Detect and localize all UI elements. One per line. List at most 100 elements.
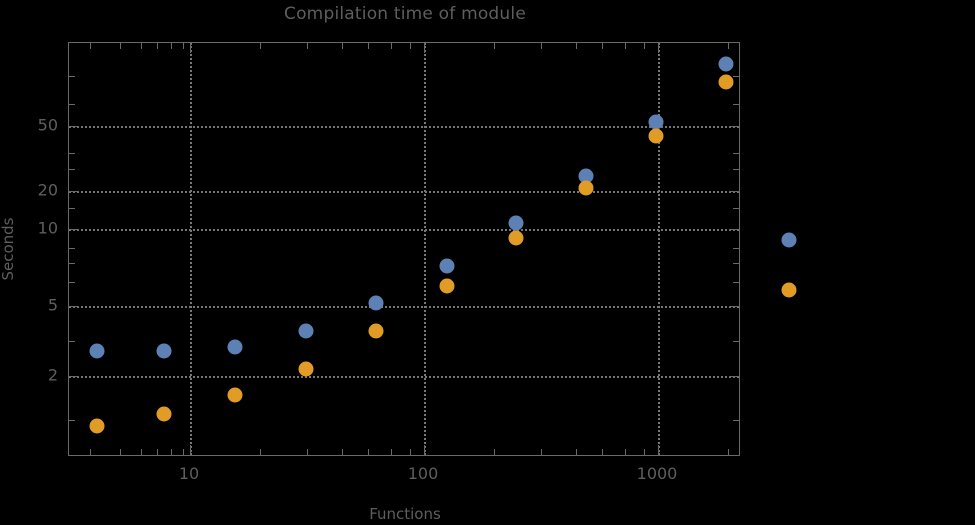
gridline-horizontal <box>69 191 739 193</box>
data-point <box>439 278 455 294</box>
y-axis-tick-minor <box>69 420 75 421</box>
x-axis-tick-top-minor <box>410 43 411 49</box>
plot-frame <box>68 42 740 456</box>
y-axis-tick-minor <box>69 263 75 264</box>
y-axis-tick-minor <box>69 153 75 154</box>
data-point <box>439 258 455 274</box>
y-axis-tick-major <box>69 191 79 192</box>
y-axis-tick-right-major <box>729 376 739 377</box>
x-axis-tick-minor <box>141 449 142 455</box>
x-axis-tick-top-minor <box>90 43 91 49</box>
x-axis-tick-minor <box>120 449 121 455</box>
y-axis-tick-right-minor <box>733 169 739 170</box>
data-point <box>368 323 384 339</box>
y-axis-tick-major <box>69 306 79 307</box>
x-axis-tick-top-major <box>658 43 659 53</box>
x-axis-tick-top-minor <box>391 43 392 49</box>
x-axis-tick-minor <box>625 449 626 455</box>
y-axis-tick-major <box>69 126 79 127</box>
data-point <box>298 323 314 339</box>
x-axis-tick-top-minor <box>644 43 645 49</box>
x-axis-tick-minor <box>494 449 495 455</box>
gridline-vertical <box>424 43 426 455</box>
data-point <box>578 180 594 196</box>
x-axis-tick-minor <box>410 449 411 455</box>
y-axis-tick-right-major <box>729 126 739 127</box>
x-axis-tick-top-major <box>190 43 191 53</box>
x-axis-tick-top-minor <box>342 43 343 49</box>
data-point <box>156 343 172 359</box>
y-axis-tick-major <box>69 229 79 230</box>
x-axis-tick-top-minor <box>141 43 142 49</box>
y-axis-tick-minor <box>69 104 75 105</box>
y-axis-tick-minor <box>69 248 75 249</box>
y-axis-tick-right-minor <box>733 153 739 154</box>
x-axis-tick-top-minor <box>260 43 261 49</box>
x-axis-tick-minor <box>342 449 343 455</box>
y-axis-tick-minor <box>69 341 75 342</box>
x-axis-tick-minor <box>307 449 308 455</box>
y-axis-tick-right-major <box>729 191 739 192</box>
y-axis-tick-right-minor <box>733 76 739 77</box>
y-axis-tick-minor <box>69 208 75 209</box>
x-axis-tick-top-minor <box>541 43 542 49</box>
x-axis-tick-top-minor <box>728 43 729 49</box>
x-axis-tick-major <box>190 445 191 455</box>
gridline-horizontal <box>69 306 739 308</box>
x-axis-tick-top-minor <box>120 43 121 49</box>
gridline-horizontal <box>69 126 739 128</box>
x-tick-label: 100 <box>407 464 439 483</box>
data-point <box>227 339 243 355</box>
y-tick-label: 50 <box>37 115 58 135</box>
x-axis-tick-minor <box>368 449 369 455</box>
y-axis-tick-minor <box>69 169 75 170</box>
x-axis-tick-minor <box>260 449 261 455</box>
data-point <box>781 232 797 248</box>
data-point <box>508 230 524 246</box>
x-tick-label: 10 <box>178 464 200 483</box>
x-axis-tick-top-minor <box>602 43 603 49</box>
y-axis-tick-right-minor <box>733 282 739 283</box>
gridline-horizontal <box>69 376 739 378</box>
y-axis-tick-right-minor <box>733 248 739 249</box>
x-axis-tick-minor <box>728 449 729 455</box>
y-axis-tick-right-minor <box>733 263 739 264</box>
data-point <box>718 56 734 72</box>
y-axis-tick-right-major <box>729 229 739 230</box>
y-axis-tick-right-major <box>729 306 739 307</box>
data-point <box>781 282 797 298</box>
x-axis-tick-top-major <box>424 43 425 53</box>
gridline-horizontal <box>69 229 739 231</box>
x-axis-tick-major <box>658 445 659 455</box>
x-axis-tick-top-minor <box>368 43 369 49</box>
gridline-vertical <box>190 43 192 455</box>
y-axis-tick-right-minor <box>733 208 739 209</box>
x-axis-tick-minor <box>157 449 158 455</box>
y-tick-label: 5 <box>47 295 58 315</box>
x-axis-tick-top-minor <box>625 43 626 49</box>
data-point <box>227 387 243 403</box>
x-axis-tick-top-minor <box>494 43 495 49</box>
x-axis-tick-minor <box>576 449 577 455</box>
y-axis-tick-minor <box>69 76 75 77</box>
x-axis-tick-minor <box>644 449 645 455</box>
x-axis-tick-minor <box>391 449 392 455</box>
y-axis-tick-right-minor <box>733 104 739 105</box>
data-point <box>89 418 105 434</box>
x-axis-tick-top-minor <box>576 43 577 49</box>
y-tick-label: 20 <box>37 180 58 200</box>
x-axis-tick-top-minor <box>171 43 172 49</box>
y-tick-label: 10 <box>37 218 58 238</box>
y-axis-label: Seconds <box>0 217 17 281</box>
x-axis-tick-major <box>424 445 425 455</box>
x-axis-tick-minor <box>183 449 184 455</box>
y-tick-label: 2 <box>47 365 58 385</box>
y-axis-tick-right-minor <box>733 420 739 421</box>
data-point <box>648 114 664 130</box>
y-axis-tick-right-minor <box>733 341 739 342</box>
data-point <box>578 168 594 184</box>
x-axis-tick-top-minor <box>183 43 184 49</box>
y-axis-tick-minor <box>69 282 75 283</box>
y-axis-tick-major <box>69 376 79 377</box>
gridline-vertical <box>658 43 660 455</box>
